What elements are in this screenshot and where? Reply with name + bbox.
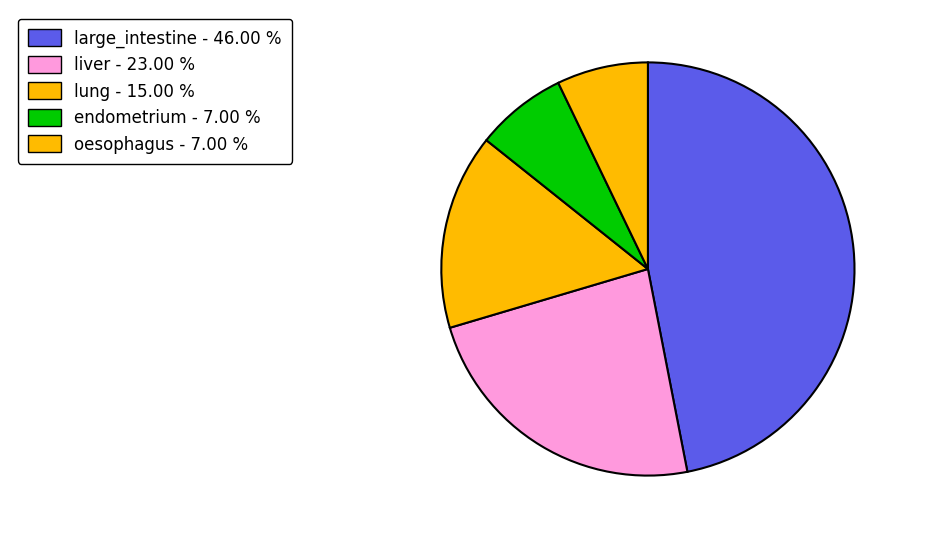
Wedge shape — [450, 269, 687, 476]
Legend: large_intestine - 46.00 %, liver - 23.00 %, lung - 15.00 %, endometrium - 7.00 %: large_intestine - 46.00 %, liver - 23.00… — [18, 19, 292, 164]
Wedge shape — [648, 62, 854, 472]
Wedge shape — [486, 83, 648, 269]
Wedge shape — [559, 62, 648, 269]
Wedge shape — [441, 140, 648, 328]
